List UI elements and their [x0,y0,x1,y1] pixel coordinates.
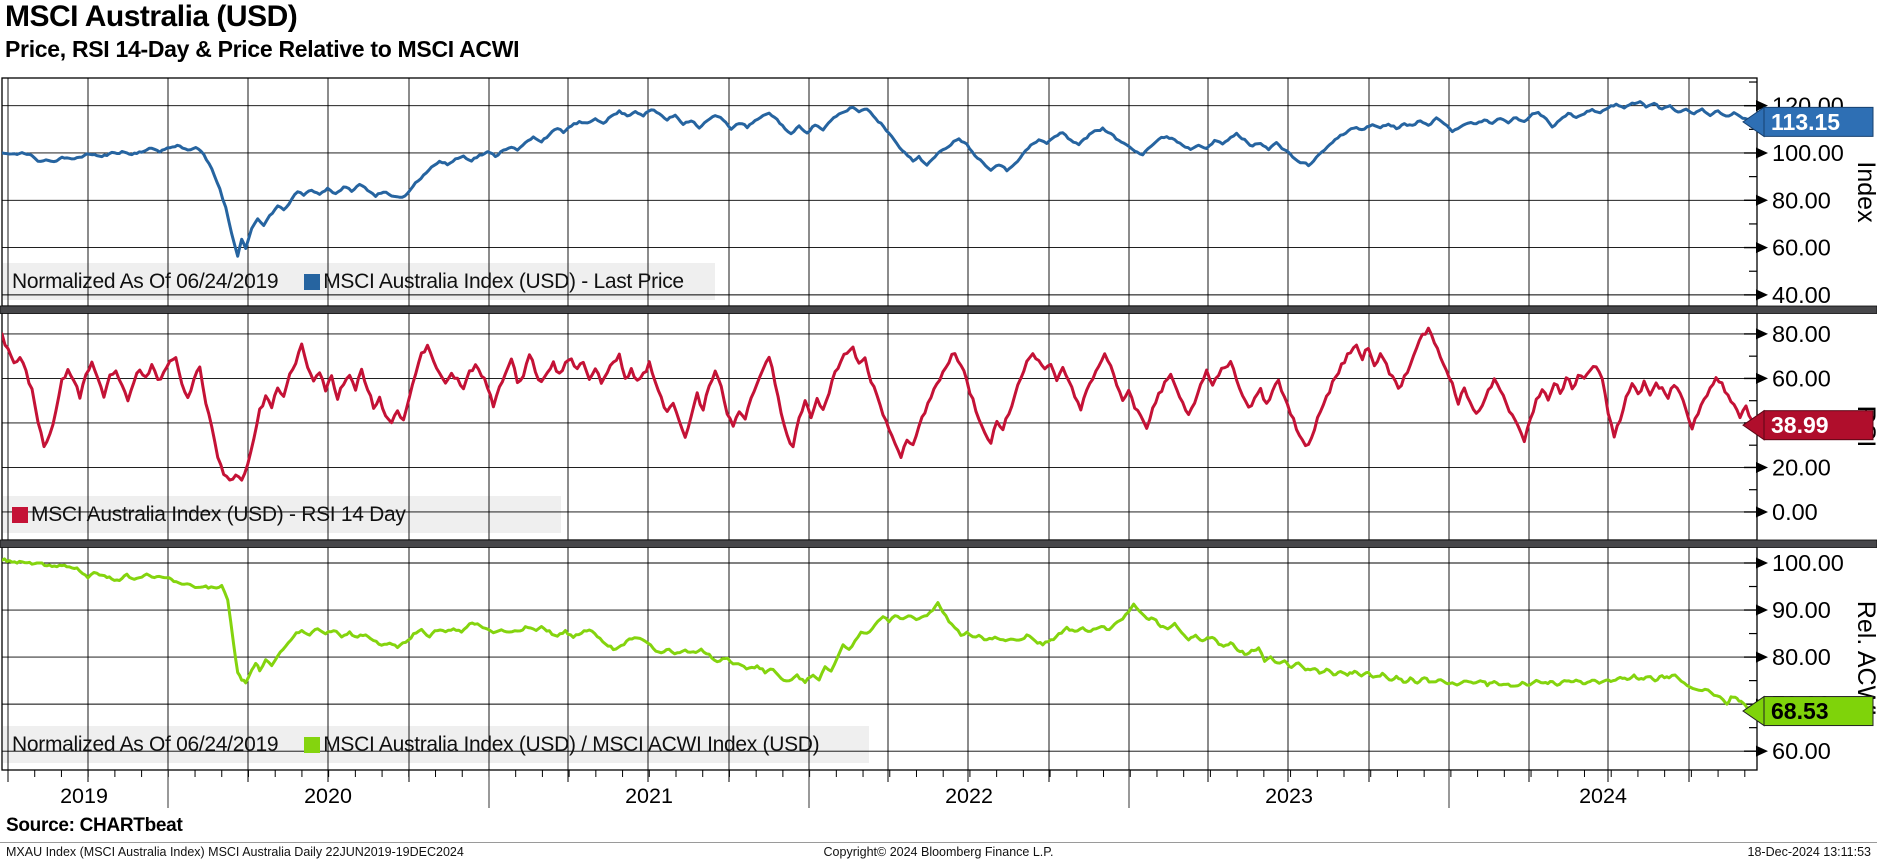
normalized-note: Normalized As Of 06/24/2019 [12,270,279,293]
y-tick-label: 0.00 [1772,499,1818,525]
price-series-swatch-icon [304,274,321,290]
year-label: 2023 [1265,784,1313,808]
tick-arrow-icon [1756,651,1768,663]
relative-series-label: MSCI Australia Index (USD) / MSCI ACWI I… [323,733,820,756]
y-tick-label: 80.00 [1772,321,1831,347]
rsi-last-value-marker: 38.99 [1742,409,1874,441]
price-axis-title: Index [1852,161,1877,223]
y-tick-label: 60.00 [1772,738,1831,764]
tick-arrow-icon [1756,461,1768,473]
marker-value: 113.15 [1771,109,1840,135]
tick-arrow-icon [1756,100,1768,112]
y-tick-label: 90.00 [1772,597,1831,623]
marker-box [1763,696,1874,727]
tick-arrow-icon [1756,745,1768,757]
page-title: MSCI Australia (USD) [5,0,298,33]
y-tick-label: 80.00 [1772,187,1831,213]
rsi-series-line [2,326,1757,482]
price-last-value-marker: 113.15 [1742,106,1874,138]
legend-strip-bg [3,726,869,763]
y-tick-label: 60.00 [1772,235,1831,261]
panel-separator-bar [0,305,1877,314]
normalized-note: Normalized As Of 06/24/2019 [12,733,279,756]
relative-last-value-marker: 68.53 [1742,695,1874,727]
y-tick-label: 40.00 [1772,282,1831,308]
year-label: 2020 [304,784,352,808]
tick-arrow-icon [1756,289,1768,301]
tick-arrow-icon [1756,557,1768,569]
y-tick-label: 80.00 [1772,644,1831,670]
footer-timestamp: 18-Dec-2024 13:11:53 [1747,845,1871,859]
tick-arrow-icon [1756,147,1768,159]
tick-arrow-icon [1756,604,1768,616]
footer-row: MXAU Index (MSCI Australia Index) MSCI A… [0,845,1877,859]
source-note: Source: CHARTbeat [6,815,183,836]
year-label: 2024 [1579,784,1627,808]
price-panel-legend: Normalized As Of 06/24/2019 MSCI Austral… [12,266,684,298]
footer-ticker-info: MXAU Index (MSCI Australia Index) MSCI A… [6,845,464,859]
relative-series-swatch-icon [304,737,321,753]
legend-strip-bg [3,263,715,300]
y-tick-label: 60.00 [1772,365,1831,391]
year-label: 2022 [945,784,993,808]
marker-box [1763,410,1874,441]
marker-value: 68.53 [1771,698,1829,724]
y-tick-label: 100.00 [1772,550,1844,576]
tick-arrow-icon [1756,242,1768,254]
x-axis: 2019 2020 2021 2022 2023 2024 [7,770,1746,808]
rsi-series-label: MSCI Australia Index (USD) - RSI 14 Day [31,503,406,526]
tick-arrow-icon [1756,194,1768,206]
price-series-line [2,100,1757,258]
y-tick-label: 20.00 [1772,454,1831,480]
tick-arrow-icon [1756,506,1768,518]
rsi-series-swatch-icon [12,507,28,523]
legend-strip-bg [3,496,561,533]
tick-arrow-icon [1756,328,1768,340]
rsi-panel-legend: MSCI Australia Index (USD) - RSI 14 Day [12,499,406,531]
year-label: 2021 [625,784,673,808]
footer-copyright: Copyright© 2024 Bloomberg Finance L.P. [823,845,1054,859]
footer-divider [0,842,1877,843]
relative-panel-legend: Normalized As Of 06/24/2019 MSCI Austral… [12,729,820,761]
price-series-label: MSCI Australia Index (USD) - Last Price [323,270,684,293]
relative-series-line [2,557,1757,713]
tick-arrow-icon [1756,372,1768,384]
marker-value: 38.99 [1771,412,1829,438]
y-tick-label: 100.00 [1772,140,1844,166]
year-label: 2019 [60,784,108,808]
page-subtitle: Price, RSI 14-Day & Price Relative to MS… [5,36,520,62]
panel-separator-bar [0,539,1877,548]
marker-box [1763,106,1874,137]
